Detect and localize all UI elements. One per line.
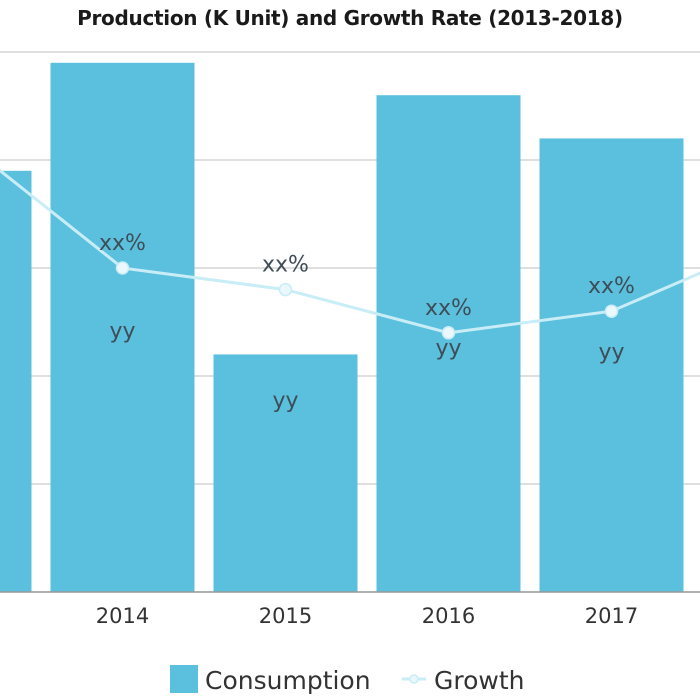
bar-2015 bbox=[213, 354, 358, 592]
growth-value-label: xx% bbox=[262, 253, 309, 278]
growth-point-2016 bbox=[441, 326, 456, 340]
legend-consumption-swatch bbox=[170, 665, 198, 693]
growth-point-2014 bbox=[115, 261, 130, 275]
x-axis-ticks: 2014 2015 2016 2017 bbox=[0, 591, 700, 628]
x-tick-label-2014: 2014 bbox=[96, 604, 149, 628]
growth-value-label: xx% bbox=[588, 274, 635, 299]
growth-line bbox=[0, 168, 700, 335]
bar-value-label: yy bbox=[598, 340, 624, 365]
x-tick-label-2016: 2016 bbox=[422, 604, 475, 628]
growth-point-2015 bbox=[278, 282, 293, 297]
bar-value-label: yy bbox=[435, 336, 461, 361]
bar-2014 bbox=[50, 62, 195, 593]
legend-growth-label: Growth bbox=[434, 666, 525, 695]
bar-series bbox=[0, 62, 684, 593]
bar-2017 bbox=[539, 138, 684, 592]
x-tick-label-2017: 2017 bbox=[585, 604, 638, 628]
growth-value-label: xx% bbox=[99, 231, 146, 256]
bar-2016 bbox=[376, 95, 521, 592]
bar-value-label: yy bbox=[109, 319, 135, 344]
bar-2013 bbox=[0, 170, 32, 593]
growth-value-label: xx% bbox=[425, 296, 472, 321]
chart-title: Production (K Unit) and Growth Rate (201… bbox=[77, 6, 623, 30]
legend-growth-marker bbox=[409, 674, 419, 684]
legend: Consumption Growth bbox=[170, 665, 525, 695]
growth-point-2017 bbox=[604, 304, 619, 318]
bar-value-label: yy bbox=[272, 389, 298, 414]
growth-series bbox=[0, 168, 700, 340]
x-tick-label-2015: 2015 bbox=[259, 604, 312, 628]
data-labels: yyyyyyyyyyyyxx%xx%xx%xx% bbox=[99, 231, 635, 414]
legend-consumption-label: Consumption bbox=[205, 666, 371, 695]
